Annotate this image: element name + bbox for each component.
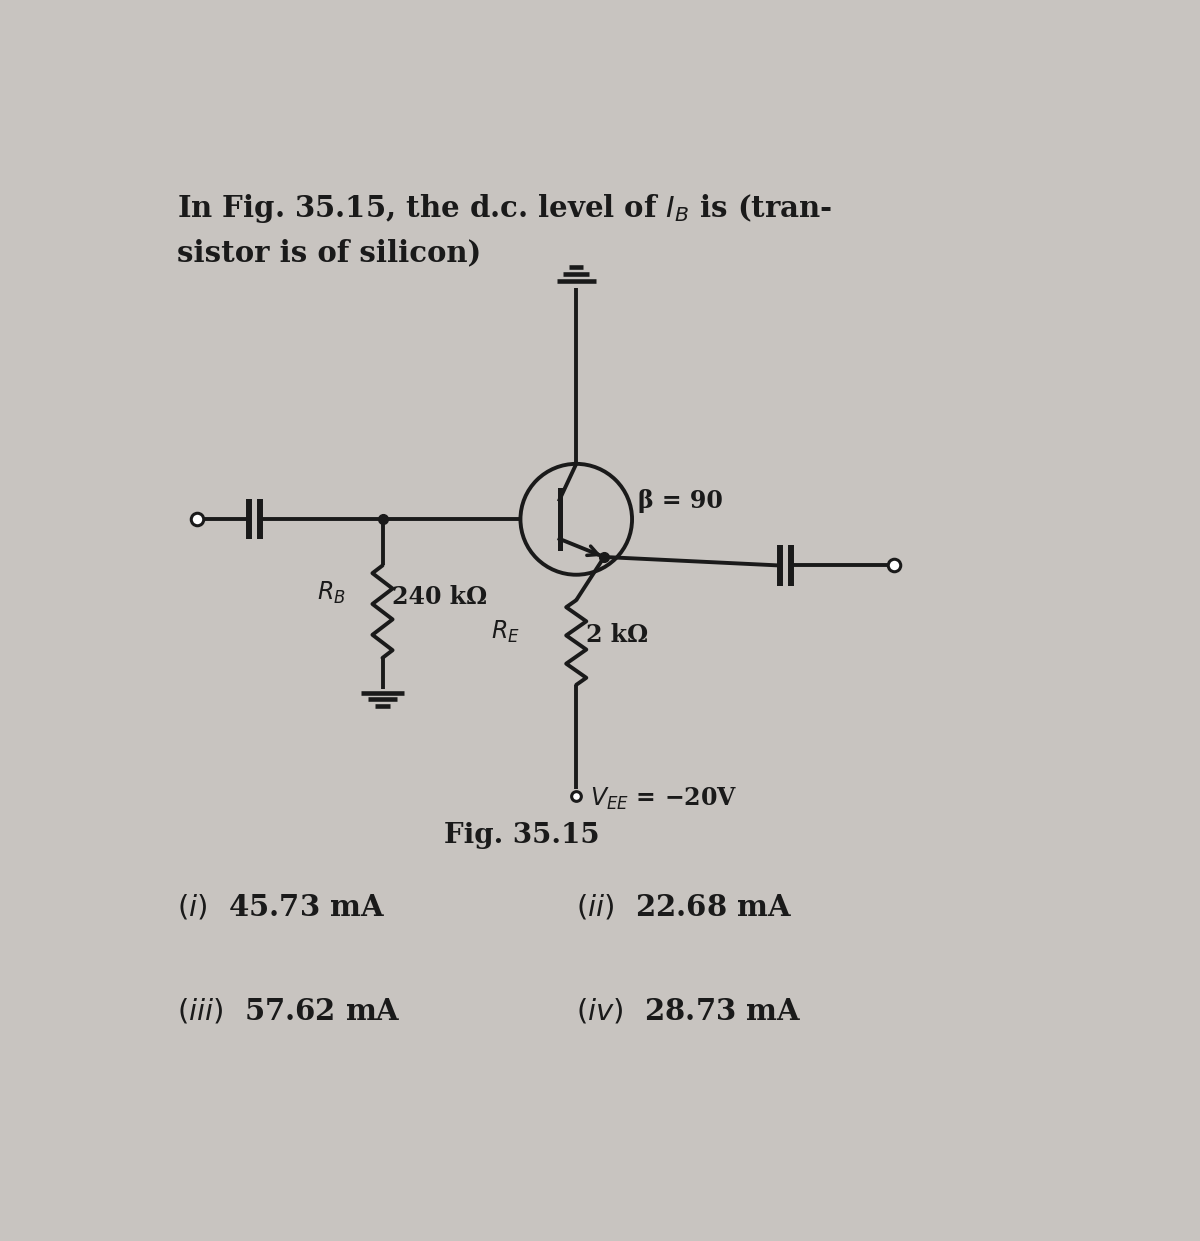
Text: $(i)$  45.73 mA: $(i)$ 45.73 mA	[178, 892, 385, 922]
Text: $(ii)$  22.68 mA: $(ii)$ 22.68 mA	[576, 892, 792, 922]
Text: sistor is of silicon): sistor is of silicon)	[178, 238, 481, 267]
Text: $(iv)$  28.73 mA: $(iv)$ 28.73 mA	[576, 997, 802, 1026]
Text: β = 90: β = 90	[638, 489, 724, 513]
Text: Fig. 35.15: Fig. 35.15	[444, 822, 600, 849]
Text: $(iii)$  57.62 mA: $(iii)$ 57.62 mA	[178, 997, 401, 1026]
Text: In Fig. 35.15, the d.c. level of $I_B$ is (tran-: In Fig. 35.15, the d.c. level of $I_B$ i…	[178, 192, 833, 225]
Text: $V_{EE}$ = −20V: $V_{EE}$ = −20V	[590, 786, 738, 812]
Text: 240 kΩ: 240 kΩ	[391, 585, 487, 609]
Text: $R_E$: $R_E$	[491, 619, 520, 645]
Text: $R_B$: $R_B$	[317, 580, 346, 607]
Text: 2 kΩ: 2 kΩ	[586, 623, 648, 648]
